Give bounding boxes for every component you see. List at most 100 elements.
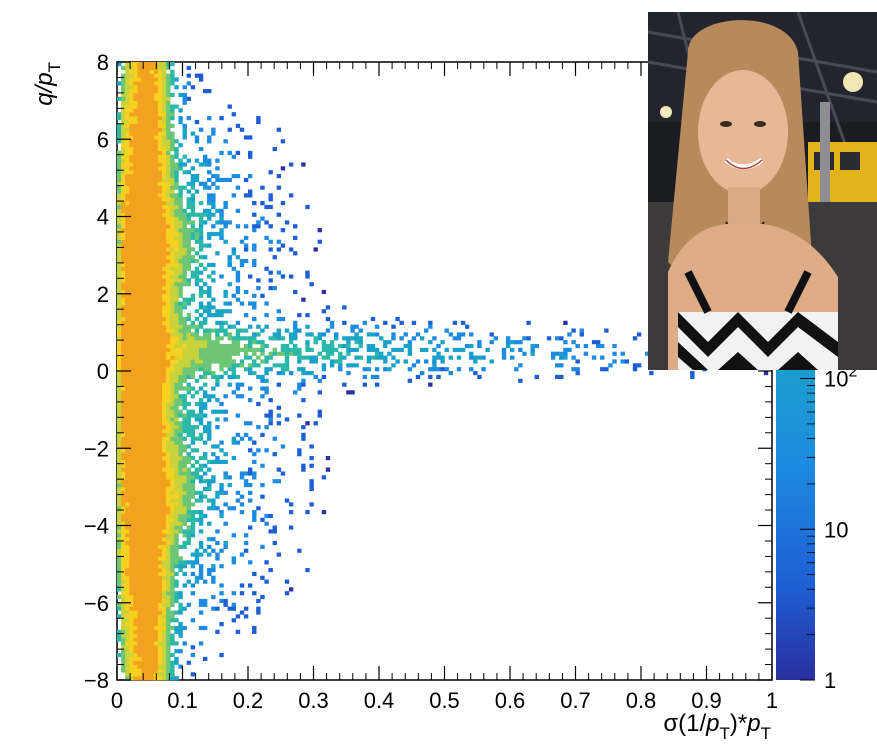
heatmap-cell [166,185,171,190]
heatmap-cell [133,332,138,337]
heatmap-cell [149,467,155,472]
heatmap-cell [190,618,196,623]
heatmap-cell [215,309,220,314]
heatmap-cell [153,637,159,642]
heatmap-cell [268,529,273,534]
heatmap-cell [121,293,126,298]
heatmap-cell [276,405,282,410]
heatmap-cell [125,119,130,125]
heatmap-cell [211,444,216,449]
heatmap-cell [121,444,126,449]
heatmap-cell [125,564,130,569]
heatmap-cell [518,378,523,383]
heatmap-cell [162,135,167,140]
heatmap-cell [162,552,167,557]
heatmap-cell [178,328,183,333]
heatmap-cell [141,513,146,519]
heatmap-cell [207,162,212,167]
heatmap-cell [182,513,187,519]
heatmap-cell [190,432,196,437]
heatmap-cell [166,73,171,78]
heatmap-cell [194,309,200,314]
heatmap-cell [174,220,179,225]
heatmap-cell [477,374,482,380]
heatmap-cell [166,104,171,109]
heatmap-cell [149,247,155,252]
heatmap-cell [178,235,183,240]
heatmap-cell [157,112,163,117]
heatmap-cell [162,440,167,445]
heatmap-cell [153,529,159,534]
heatmap-cell [149,486,155,492]
heatmap-cell [174,494,179,499]
heatmap-cell [125,475,130,480]
heatmap-cell [121,89,126,94]
heatmap-cell [264,301,269,306]
heatmap-cell [166,320,171,325]
heatmap-cell [133,150,138,155]
heatmap-cell [162,614,167,619]
heatmap-cell [178,316,183,322]
heatmap-cell [231,371,237,376]
heatmap-cell [166,367,171,372]
heatmap-cell [153,185,159,190]
heatmap-cell [190,386,196,391]
heatmap-cell [162,444,167,449]
heatmap-cell [636,332,642,337]
heatmap-cell [121,533,126,538]
heatmap-cell [133,81,138,86]
heatmap-cell [125,224,130,229]
heatmap-cell [153,116,159,121]
heatmap-cell [202,355,208,360]
heatmap-cell [129,197,134,202]
heatmap-cell [153,417,159,422]
heatmap-cell [125,513,130,519]
heatmap-cell [182,401,187,407]
heatmap-cell [464,343,470,349]
heatmap-cell [121,413,126,418]
heatmap-cell [243,548,249,553]
heatmap-cell [125,567,130,573]
heatmap-cell [149,251,155,256]
heatmap-cell [174,471,179,476]
heatmap-cell [162,216,167,221]
heatmap-cell [125,154,130,159]
heatmap-cell [297,367,302,372]
x-tick-label: 0.7 [560,688,591,713]
heatmap-cell [137,65,142,71]
heatmap-cell [145,641,151,646]
heatmap-cell [157,498,163,503]
heatmap-cell [162,486,167,492]
heatmap-cell [117,220,122,225]
heatmap-cell [149,355,155,360]
heatmap-cell [133,463,138,468]
heatmap-cell [223,521,228,526]
heatmap-cell [121,193,126,198]
heatmap-cell [133,625,138,631]
heatmap-cell [129,660,134,665]
heatmap-cell [117,552,122,557]
heatmap-cell [145,181,151,186]
heatmap-cell [157,401,163,407]
heatmap-cell [174,413,179,418]
heatmap-cell [170,537,175,542]
heatmap-cell [207,421,212,426]
heatmap-cell [141,560,146,565]
heatmap-cell [190,224,196,229]
heatmap-cell [178,610,183,615]
heatmap-cell [149,154,155,159]
heatmap-cell [563,347,568,352]
heatmap-cell [117,633,122,638]
heatmap-cell [149,69,155,74]
heatmap-cell [202,374,208,380]
heatmap-cell [125,425,130,430]
heatmap-cell [321,355,327,360]
heatmap-cell [162,625,167,631]
heatmap-cell [133,548,138,553]
heatmap-cell [215,417,220,422]
heatmap-cell [149,455,155,461]
heatmap-cell [571,355,576,360]
heatmap-cell [166,262,171,268]
heatmap-cell [190,471,196,476]
heatmap-cell [198,510,204,515]
